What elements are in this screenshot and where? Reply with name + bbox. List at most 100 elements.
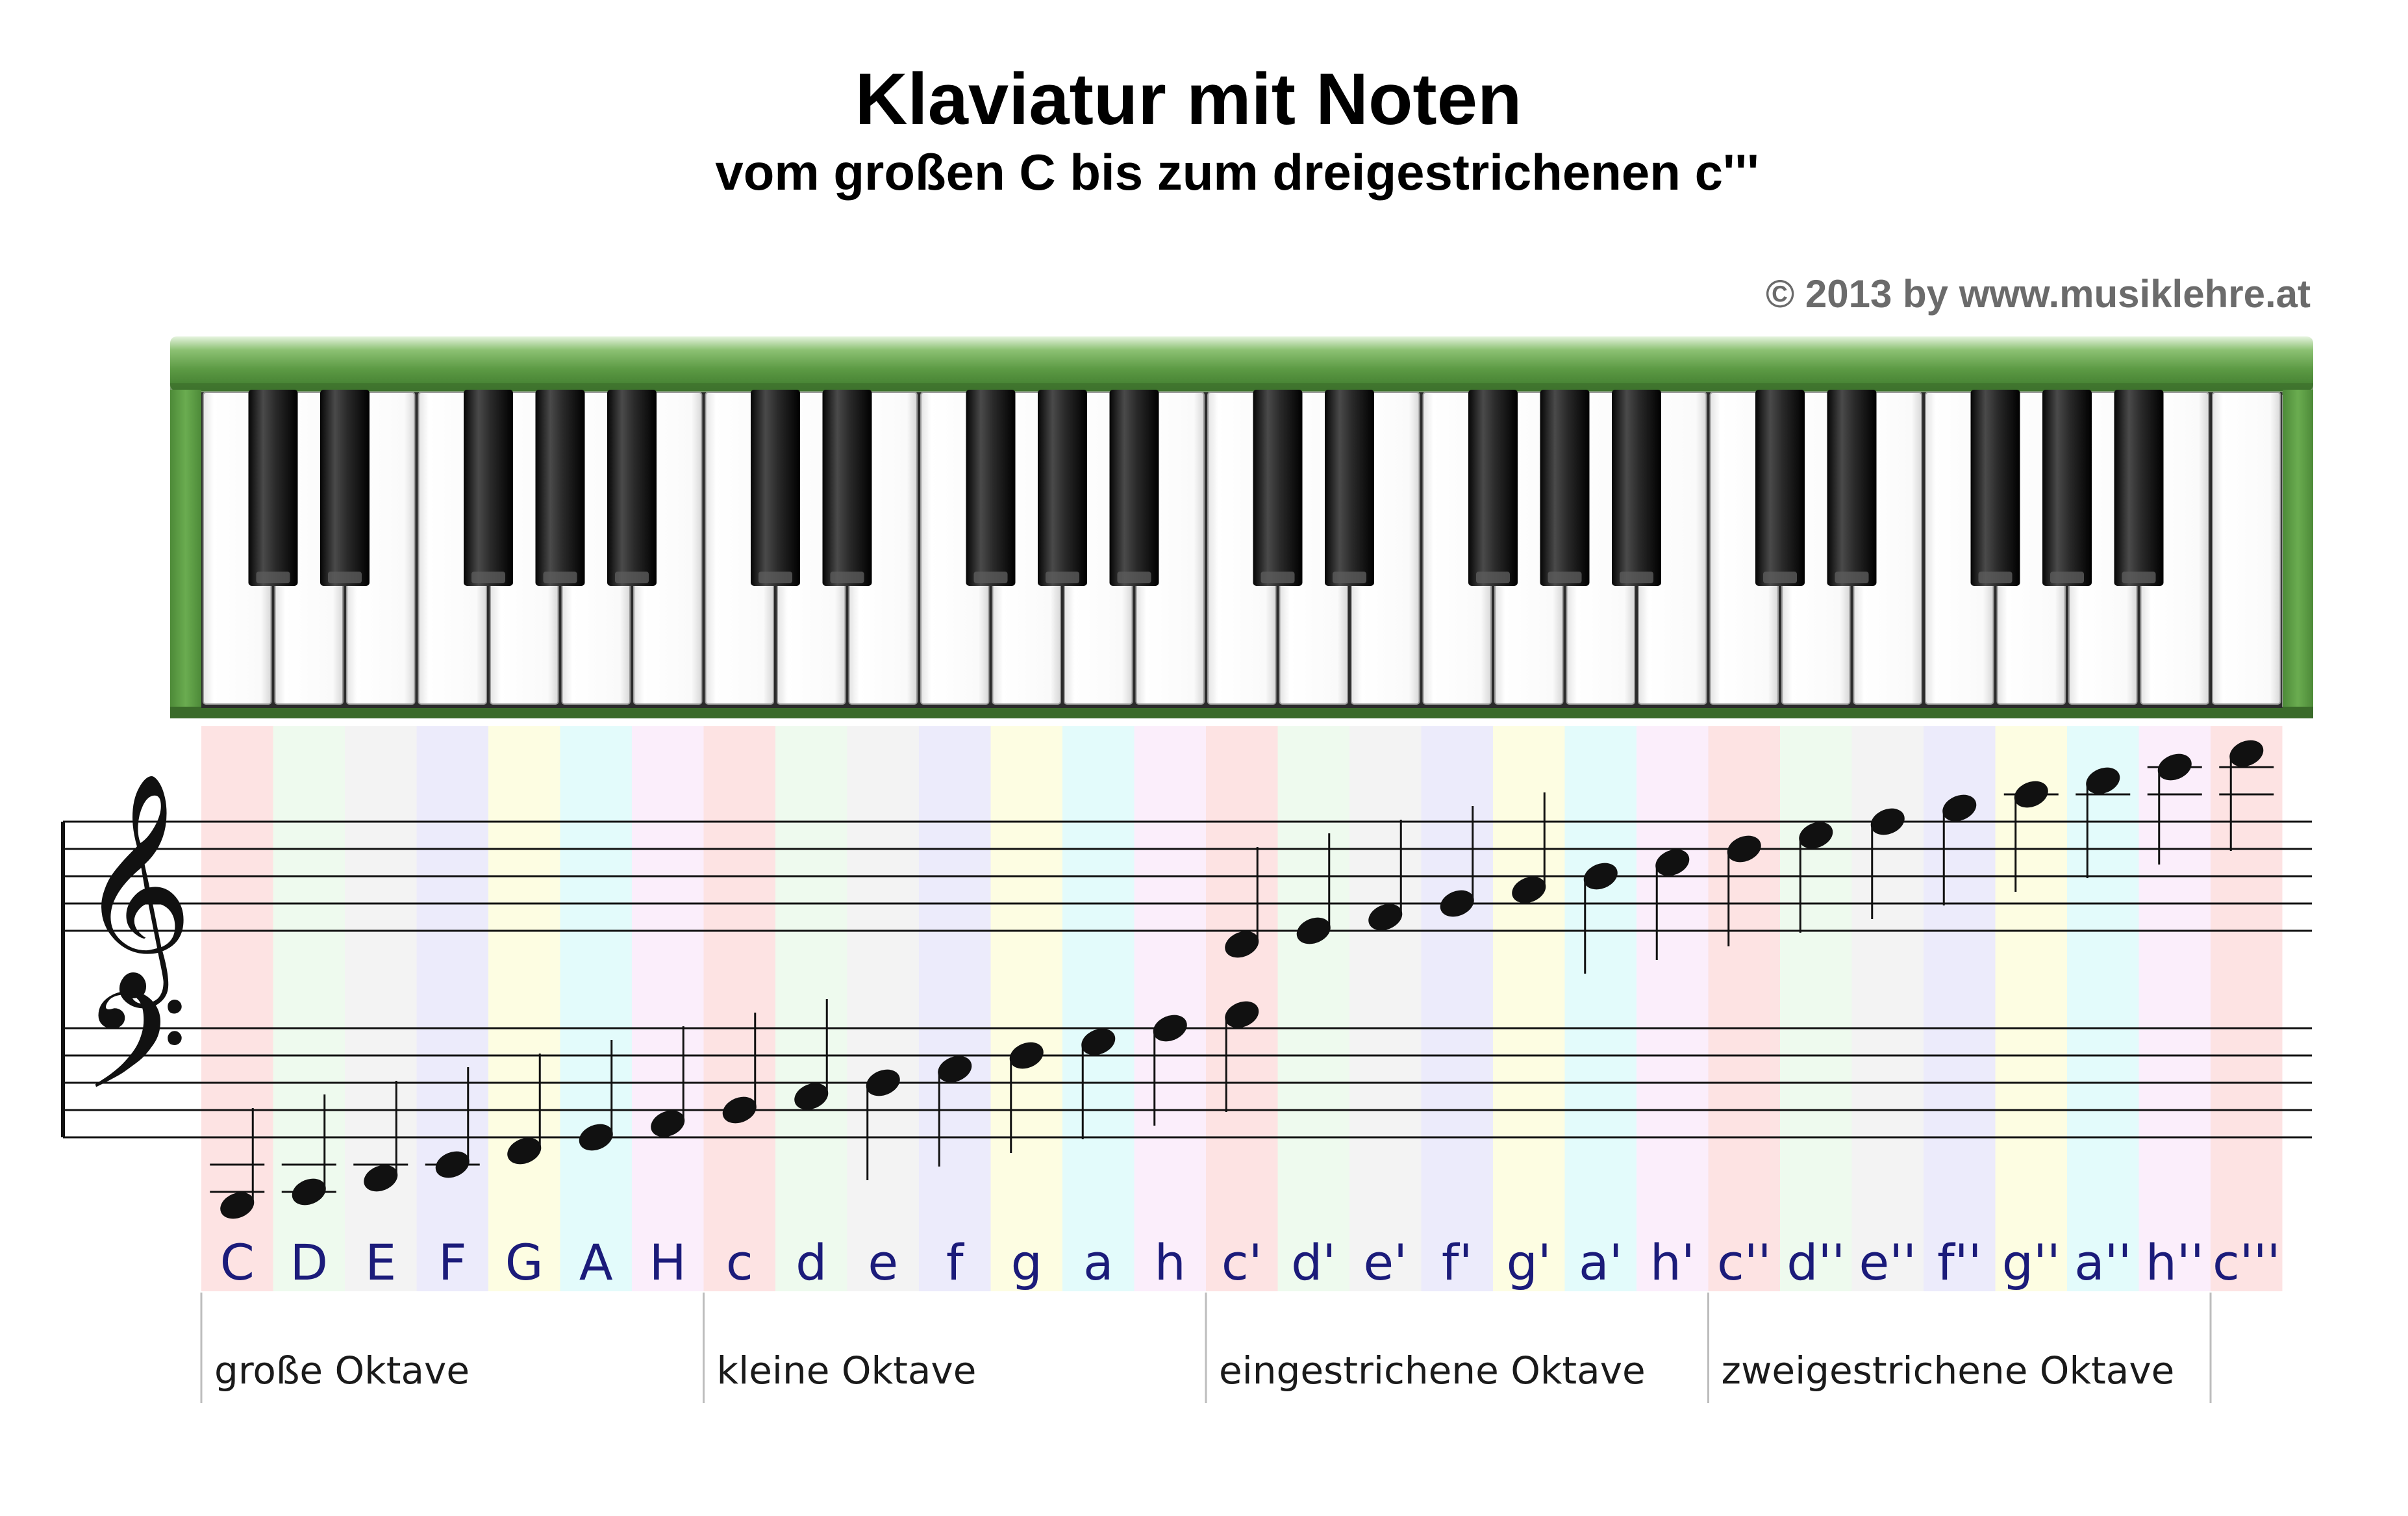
note-head bbox=[1225, 931, 1259, 958]
octave-labels: große Oktave kleine Oktave eingestrichene … bbox=[200, 1293, 2212, 1403]
note-e' bbox=[1368, 820, 1403, 931]
note-head bbox=[651, 1110, 685, 1137]
keyboard-right-cheek bbox=[2283, 390, 2313, 714]
black-key-after-d bbox=[822, 390, 872, 586]
octave-label: kleine Oktave bbox=[717, 1348, 977, 1393]
black-key-tip bbox=[1117, 572, 1151, 583]
note-band-14 bbox=[1134, 726, 1206, 1291]
note-head bbox=[1368, 903, 1403, 931]
note-g bbox=[1009, 1042, 1044, 1153]
note-g' bbox=[1512, 792, 1546, 903]
note-head bbox=[1727, 835, 1761, 863]
note-band-28 bbox=[2138, 726, 2211, 1291]
black-key-tip bbox=[2122, 572, 2156, 583]
note-band-10 bbox=[847, 726, 919, 1291]
note-d bbox=[794, 999, 829, 1110]
copyright-notice: © 2013 by www.musiklehre.at bbox=[1765, 272, 2311, 316]
note-h' bbox=[1655, 849, 1690, 960]
note-e'' bbox=[1870, 808, 1905, 919]
page-subtitle: vom großen C bis zum dreigestrichenen c'… bbox=[715, 144, 1759, 201]
note-name-label: f'' bbox=[1937, 1233, 1982, 1291]
note-F bbox=[425, 1067, 480, 1178]
note-band-16 bbox=[1277, 726, 1349, 1291]
note-e bbox=[866, 1069, 900, 1180]
note-f' bbox=[1440, 806, 1474, 917]
note-head bbox=[938, 1055, 972, 1083]
note-a'' bbox=[2076, 767, 2131, 878]
black-key-tip bbox=[615, 572, 649, 583]
note-c' bbox=[1225, 1001, 1259, 1112]
note-d' bbox=[1296, 833, 1331, 944]
bass-clef-icon: 𝄢 bbox=[83, 963, 188, 1152]
note-head bbox=[579, 1124, 613, 1151]
black-key-after-f' bbox=[1468, 390, 1518, 586]
note-band-23 bbox=[1780, 726, 1852, 1291]
note-band-9 bbox=[775, 726, 847, 1291]
octave-label: eingestrichene Oktave bbox=[1219, 1348, 1646, 1393]
note-band-18 bbox=[1421, 726, 1493, 1291]
note-band-29 bbox=[2211, 726, 2283, 1291]
note-band-11 bbox=[919, 726, 991, 1291]
note-name-label: f bbox=[946, 1233, 965, 1291]
note-name-label: f' bbox=[1442, 1233, 1473, 1291]
note-name-label: c' bbox=[1222, 1233, 1262, 1291]
note-name-label: e'' bbox=[1859, 1233, 1916, 1291]
note-name-label: C bbox=[220, 1233, 255, 1291]
note-band-21 bbox=[1637, 726, 1709, 1291]
note-name-label: g' bbox=[1507, 1233, 1551, 1291]
note-c' bbox=[1225, 847, 1259, 958]
note-band-13 bbox=[1062, 726, 1135, 1291]
black-key-tip bbox=[1333, 572, 1366, 583]
keyboard-bottom-rail bbox=[170, 707, 2313, 718]
black-key-after-a'' bbox=[2114, 390, 2164, 586]
piano-keyboard bbox=[170, 336, 2313, 718]
note-color-bands bbox=[201, 726, 2283, 1291]
note-name-label: c''' bbox=[2213, 1233, 2280, 1291]
black-key-after-a bbox=[1109, 390, 1159, 586]
black-key-after-f'' bbox=[1970, 390, 2020, 586]
black-key-after-a' bbox=[1612, 390, 1661, 586]
black-key-after-C bbox=[248, 390, 298, 586]
note-head bbox=[292, 1178, 326, 1206]
grand-staff: 𝄞𝄢 bbox=[61, 771, 2312, 1152]
note-head bbox=[507, 1137, 542, 1165]
black-key-tip bbox=[1978, 572, 2013, 583]
note-C bbox=[210, 1108, 265, 1219]
black-key-after-A bbox=[607, 390, 657, 586]
note-head bbox=[2157, 753, 2192, 781]
keyboard-top-rail bbox=[170, 336, 2313, 391]
black-key-tip bbox=[256, 572, 290, 583]
octave-label: große Oktave bbox=[214, 1348, 470, 1393]
staff-notes bbox=[210, 740, 2274, 1219]
note-head bbox=[1009, 1042, 1044, 1069]
note-name-label: H bbox=[649, 1233, 686, 1291]
note-head bbox=[866, 1069, 900, 1096]
note-band-19 bbox=[1493, 726, 1565, 1291]
white-key-c''' bbox=[2212, 392, 2281, 705]
note-head bbox=[1296, 917, 1331, 944]
black-key-tip bbox=[1835, 572, 1869, 583]
note-name-label: h'' bbox=[2146, 1233, 2204, 1291]
note-head bbox=[1870, 808, 1905, 835]
note-name-label: a'' bbox=[2074, 1233, 2131, 1291]
black-key-after-g bbox=[1038, 390, 1087, 586]
note-head bbox=[435, 1151, 470, 1178]
note-band-6 bbox=[560, 726, 632, 1291]
black-key-tip bbox=[759, 572, 792, 583]
note-a' bbox=[1583, 863, 1618, 974]
note-c''' bbox=[2219, 740, 2274, 851]
keyboard-left-cheek bbox=[170, 390, 201, 714]
note-head bbox=[794, 1083, 829, 1110]
note-head bbox=[220, 1192, 255, 1219]
note-head bbox=[1512, 876, 1546, 903]
note-name-label: d' bbox=[1291, 1233, 1336, 1291]
black-key-after-d'' bbox=[1827, 390, 1877, 586]
note-name-label: g'' bbox=[2002, 1233, 2061, 1291]
black-key-after-d' bbox=[1325, 390, 1374, 586]
octave-label: zweigestrichene Oktave bbox=[1722, 1348, 2175, 1393]
note-name-label: a' bbox=[1579, 1233, 1622, 1291]
note-name-label: g bbox=[1011, 1233, 1042, 1291]
note-band-7 bbox=[632, 726, 704, 1291]
